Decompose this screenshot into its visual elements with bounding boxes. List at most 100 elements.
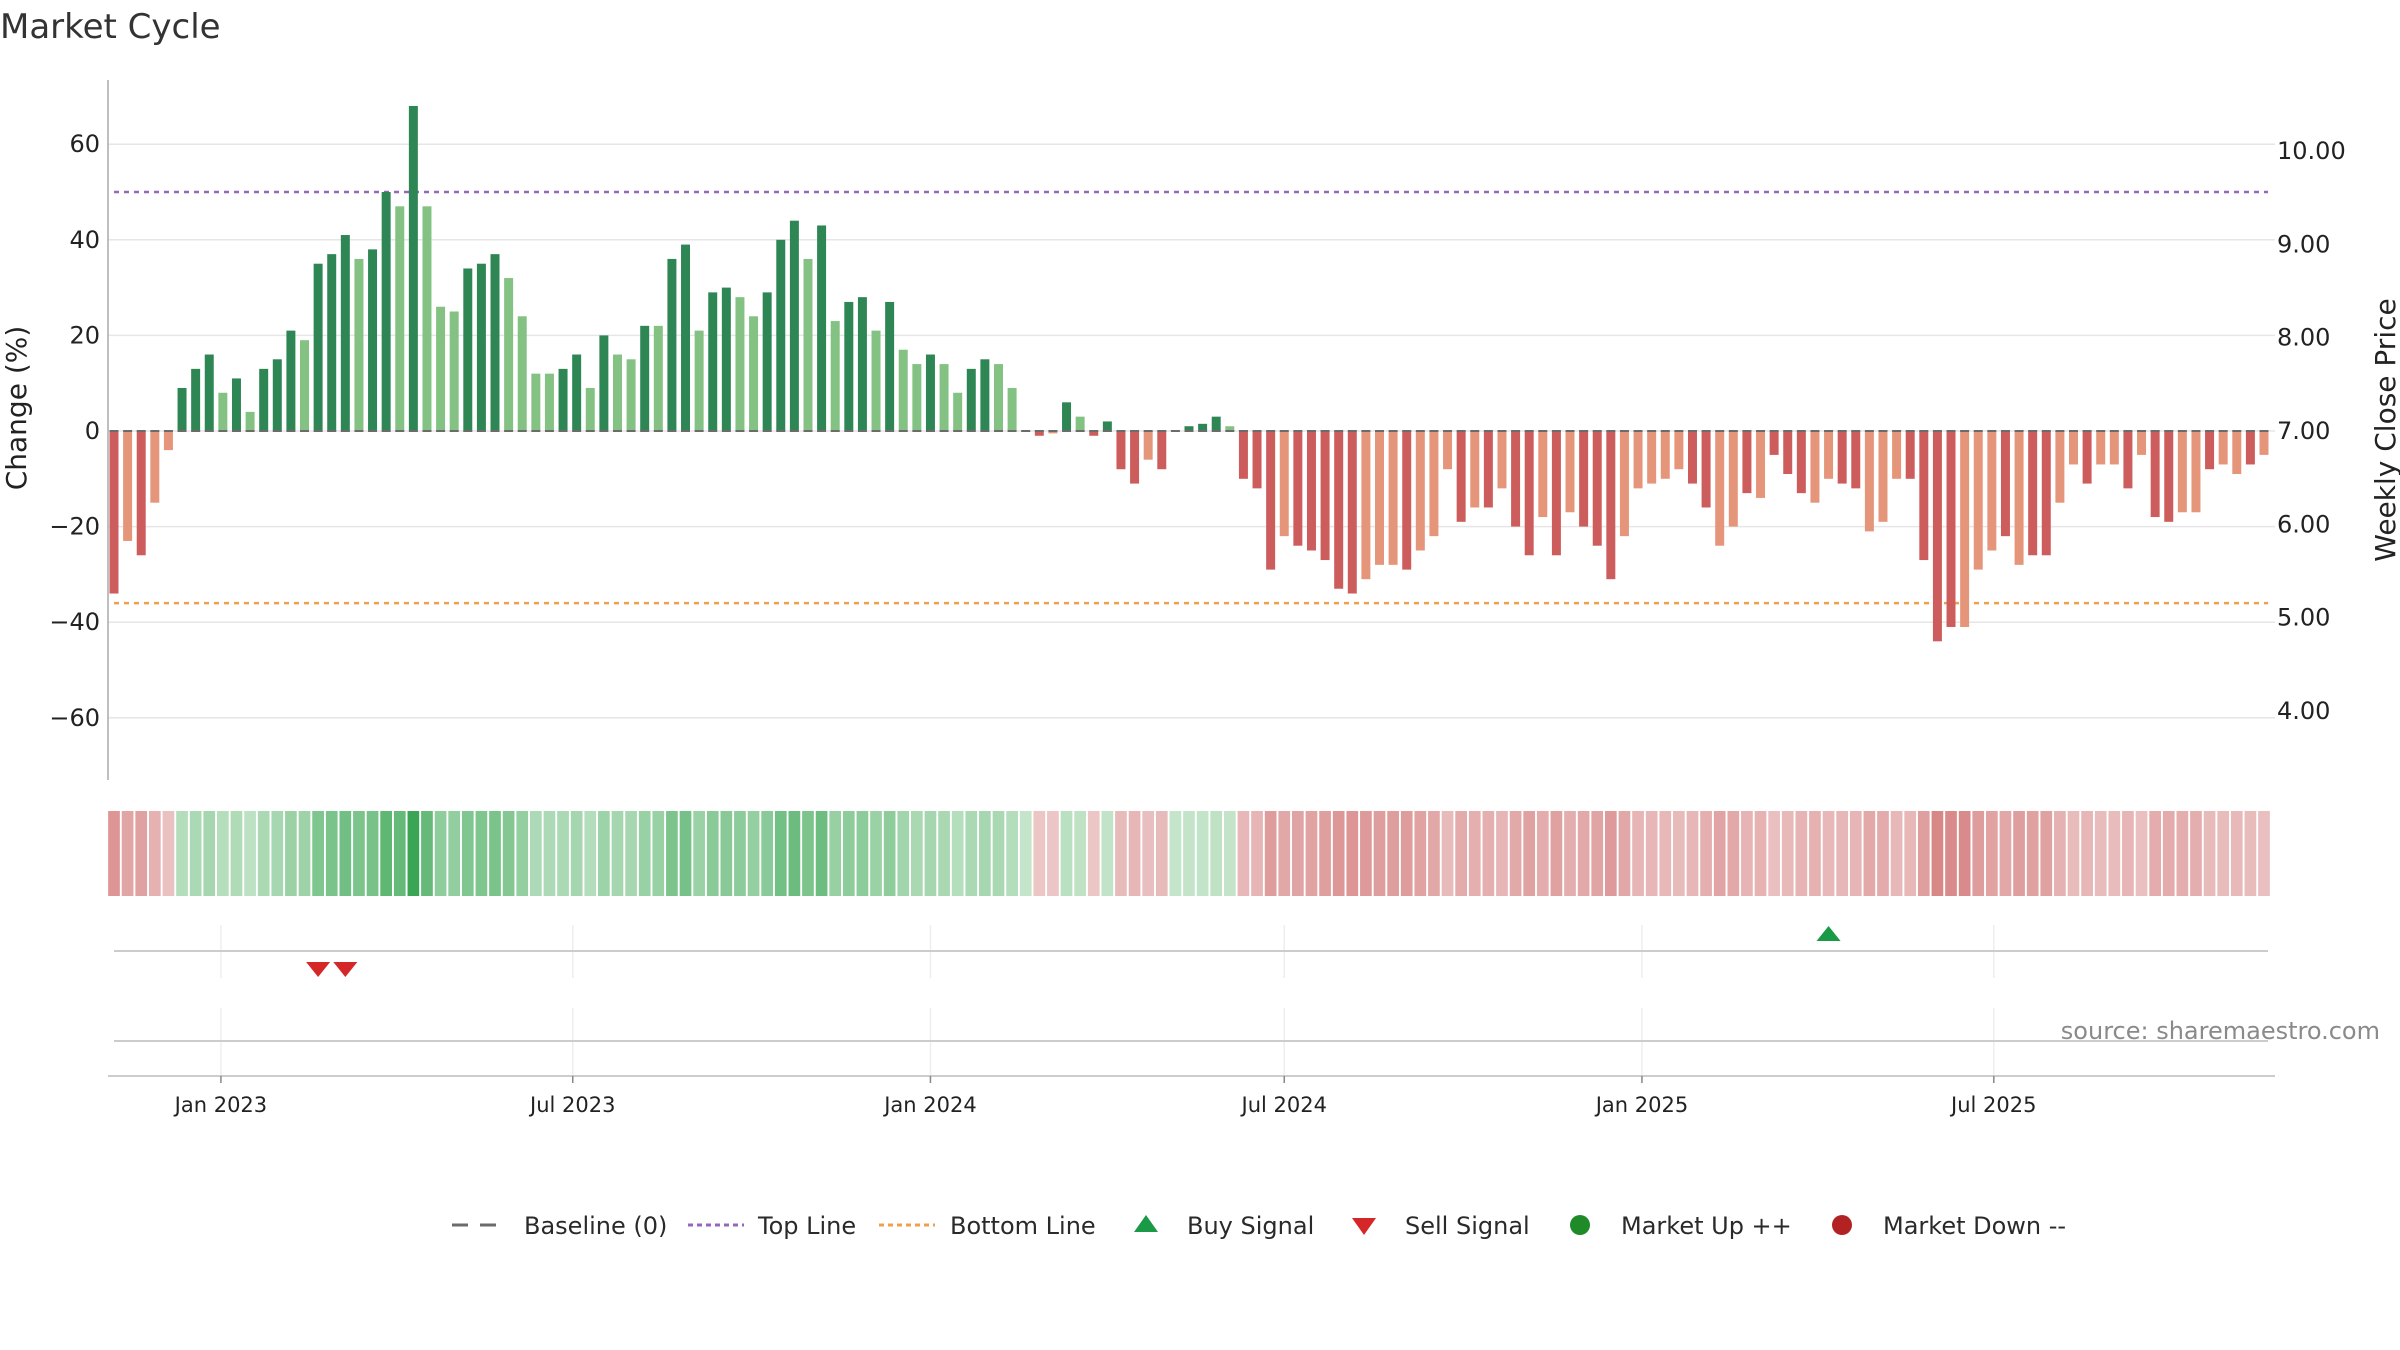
heat-cell bbox=[1509, 811, 1522, 896]
heat-cell bbox=[883, 811, 896, 896]
change-bar bbox=[2069, 431, 2078, 465]
heat-cell bbox=[2040, 811, 2053, 896]
heat-cell bbox=[1863, 811, 1876, 896]
change-bar bbox=[1361, 431, 1371, 580]
heat-cell bbox=[2217, 811, 2230, 896]
change-bar bbox=[2082, 431, 2092, 484]
heat-cell bbox=[870, 811, 882, 896]
heat-cell bbox=[189, 811, 202, 896]
change-bar bbox=[599, 335, 609, 431]
y-tick-label: 20 bbox=[69, 321, 100, 349]
heat-cell bbox=[285, 811, 297, 896]
y2-tick-label: 6.00 bbox=[2277, 510, 2330, 538]
heat-cell bbox=[856, 811, 869, 896]
heat-cell bbox=[1632, 811, 1644, 896]
change-bar bbox=[1007, 387, 1017, 431]
heat-cell bbox=[2135, 811, 2148, 896]
heat-cell bbox=[761, 811, 774, 896]
change-bar bbox=[1388, 431, 1398, 565]
heat-cell bbox=[2122, 811, 2134, 896]
change-bar bbox=[2137, 431, 2147, 455]
change-bar bbox=[912, 364, 922, 431]
change-bar bbox=[626, 359, 636, 431]
heat-cell bbox=[1278, 811, 1291, 896]
change-bar bbox=[1511, 431, 1521, 527]
heat-cell bbox=[1550, 811, 1563, 896]
heat-cell bbox=[584, 811, 597, 896]
heat-cell bbox=[1741, 811, 1753, 896]
change-bar bbox=[177, 387, 187, 431]
heat-cell bbox=[325, 811, 338, 896]
heat-cell bbox=[1292, 811, 1304, 896]
change-bar bbox=[2150, 431, 2160, 518]
change-bar bbox=[1306, 431, 1316, 551]
heat-cell bbox=[2081, 811, 2093, 896]
change-bar bbox=[1238, 431, 1248, 479]
heat-cell bbox=[1496, 811, 1508, 896]
reference-lines bbox=[114, 190, 2268, 605]
change-bar bbox=[476, 263, 486, 431]
change-bar bbox=[1443, 431, 1453, 470]
y2-tick-label: 9.00 bbox=[2277, 230, 2330, 258]
change-bar bbox=[1579, 431, 1589, 527]
change-bar bbox=[1402, 431, 1412, 570]
heat-cell bbox=[774, 811, 787, 896]
heat-cell bbox=[108, 811, 120, 896]
legend-label: Top Line bbox=[757, 1212, 856, 1240]
heat-cell bbox=[312, 811, 324, 896]
change-bar bbox=[2177, 431, 2187, 513]
change-bar bbox=[517, 316, 527, 431]
change-bar bbox=[395, 206, 405, 431]
change-bar bbox=[1320, 431, 1330, 561]
heat-cell bbox=[693, 811, 705, 896]
heat-cell bbox=[244, 811, 256, 896]
heat-cell bbox=[652, 811, 665, 896]
change-bar bbox=[2205, 431, 2215, 470]
heat-cell bbox=[230, 811, 243, 896]
heat-cell bbox=[1373, 811, 1386, 896]
change-bar bbox=[2028, 431, 2038, 556]
change-bar bbox=[1810, 431, 1820, 503]
heat-cell bbox=[1985, 811, 1998, 896]
change-bar bbox=[1973, 431, 1983, 570]
heat-cell bbox=[815, 811, 828, 896]
change-bar bbox=[354, 258, 364, 431]
y-tick-label: −60 bbox=[49, 704, 100, 732]
heat-cell bbox=[1795, 811, 1808, 896]
change-bar bbox=[1483, 431, 1493, 508]
change-bar bbox=[422, 206, 432, 431]
buy-signal-legend-marker bbox=[1134, 1215, 1158, 1232]
heat-cell bbox=[1223, 811, 1236, 896]
change-bar bbox=[2232, 431, 2242, 475]
heat-cell bbox=[121, 811, 134, 896]
heat-cell bbox=[1047, 811, 1059, 896]
heat-cell bbox=[448, 811, 461, 896]
y2-tick-label: 5.00 bbox=[2277, 604, 2330, 632]
change-bar bbox=[109, 431, 119, 594]
heat-cell bbox=[176, 811, 188, 896]
heat-cell bbox=[380, 811, 393, 896]
change-bar bbox=[286, 330, 296, 431]
heat-cell bbox=[162, 811, 175, 896]
heat-cell bbox=[1713, 811, 1726, 896]
heat-cell bbox=[2258, 811, 2270, 896]
y2-tick-label: 4.00 bbox=[2277, 697, 2330, 725]
change-bar bbox=[1647, 431, 1657, 484]
heat-cell bbox=[1387, 811, 1399, 896]
heat-cell bbox=[1305, 811, 1318, 896]
heat-cell bbox=[2013, 811, 2025, 896]
heat-cell bbox=[1727, 811, 1740, 896]
change-bar bbox=[463, 268, 473, 431]
change-bar bbox=[939, 364, 949, 431]
legend-label: Sell Signal bbox=[1405, 1212, 1530, 1240]
heat-cell bbox=[489, 811, 501, 896]
heat-cell bbox=[1319, 811, 1331, 896]
heat-cell bbox=[1237, 811, 1250, 896]
change-bar bbox=[1375, 431, 1384, 565]
heat-cell bbox=[938, 811, 950, 896]
heat-cell bbox=[1428, 811, 1440, 896]
change-bar bbox=[898, 349, 908, 431]
change-bar bbox=[694, 330, 704, 431]
heat-cell bbox=[1115, 811, 1127, 896]
heat-cell bbox=[475, 811, 488, 896]
